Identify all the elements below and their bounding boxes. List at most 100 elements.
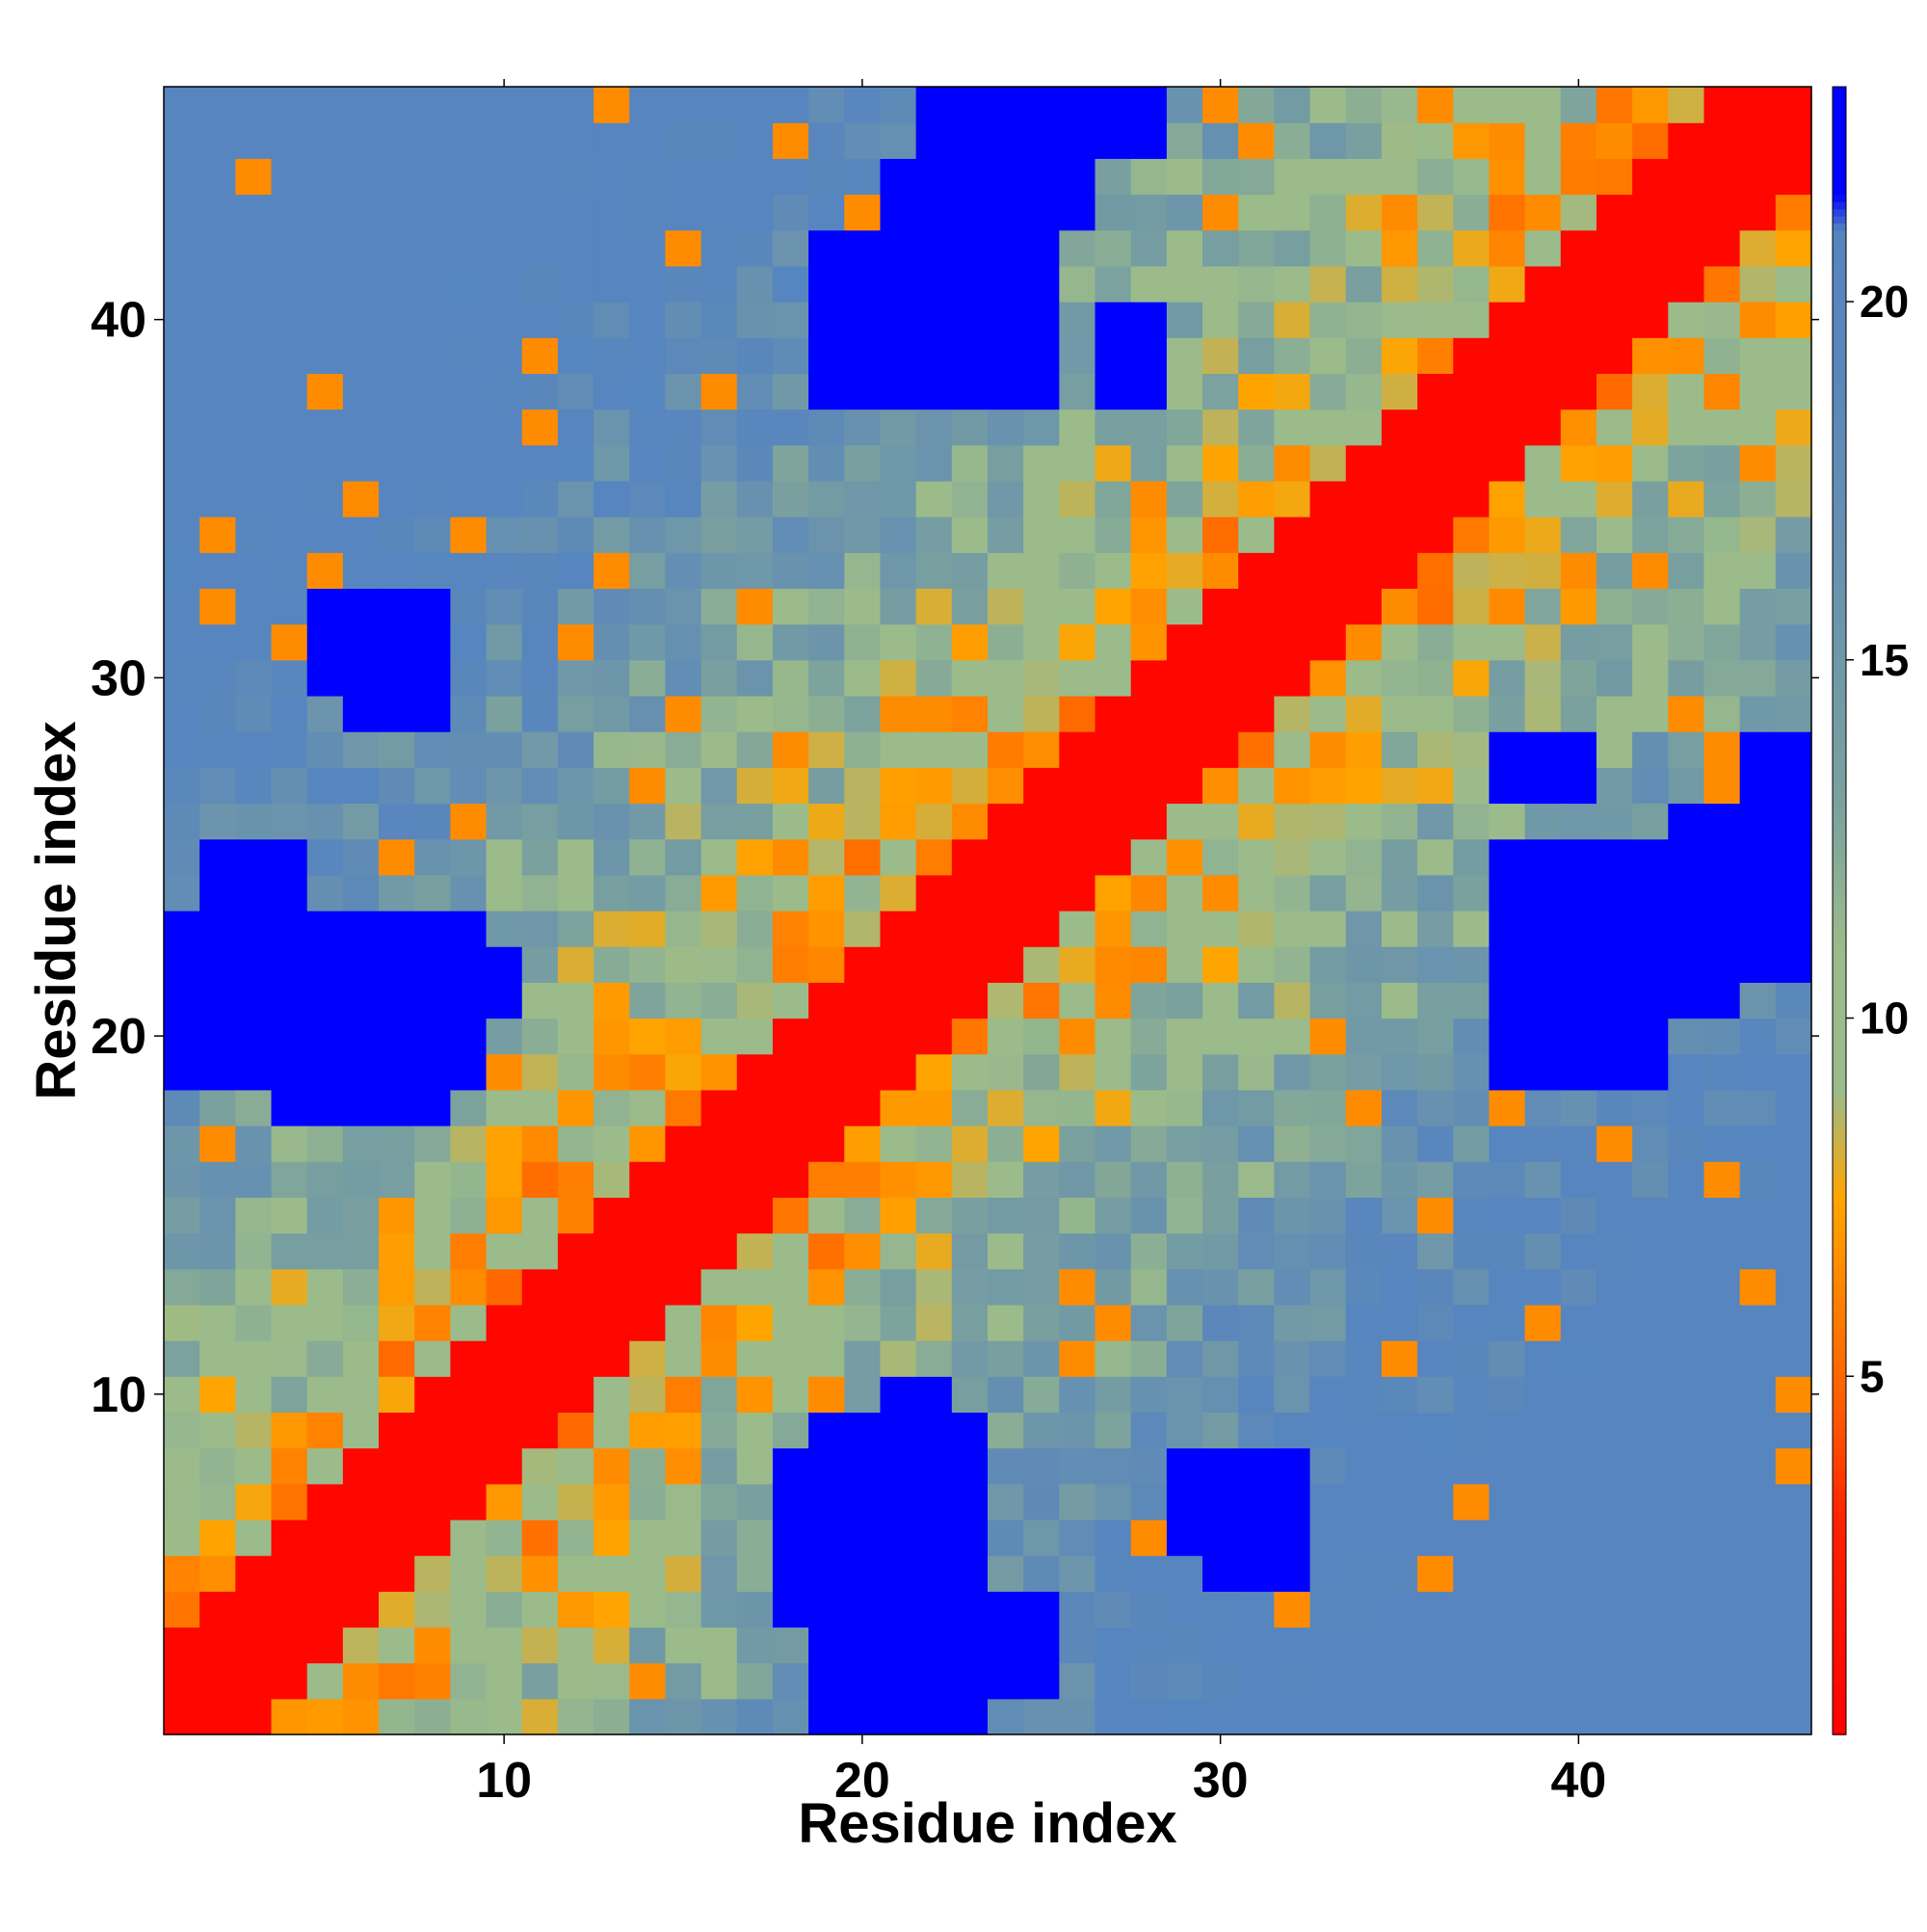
heatmap-cell xyxy=(1238,1555,1275,1592)
heatmap-cell xyxy=(486,122,523,159)
heatmap-cell xyxy=(164,1483,200,1521)
heatmap-cell xyxy=(342,695,380,732)
heatmap-cell xyxy=(1274,552,1311,590)
heatmap-cell xyxy=(772,1304,809,1341)
heatmap-cell xyxy=(1309,1376,1347,1414)
heatmap-cell xyxy=(521,1232,559,1270)
heatmap-cell xyxy=(235,480,273,517)
y-tick-label: 20 xyxy=(91,1009,146,1065)
heatmap-cell xyxy=(988,1197,1024,1234)
heatmap-cell xyxy=(557,302,594,338)
heatmap-cell xyxy=(808,516,845,553)
heatmap-cell xyxy=(342,1340,380,1377)
heatmap-cell xyxy=(1632,695,1669,732)
heatmap-cell xyxy=(1560,623,1597,661)
heatmap-cell xyxy=(1345,588,1383,625)
heatmap-cell xyxy=(486,444,523,482)
heatmap-cell xyxy=(1095,1304,1132,1341)
heatmap-cell xyxy=(450,1018,488,1055)
heatmap-cell xyxy=(1202,552,1239,590)
heatmap-cell xyxy=(629,444,667,482)
heatmap-cell xyxy=(594,1662,630,1700)
heatmap-cell xyxy=(1775,1483,1812,1521)
heatmap-cell xyxy=(1381,158,1418,196)
heatmap-cell xyxy=(164,1519,200,1556)
heatmap-cell xyxy=(1023,1161,1060,1198)
heatmap-cell xyxy=(1524,265,1562,303)
colorbar-segment xyxy=(1833,480,1846,490)
heatmap-cell xyxy=(844,1662,882,1700)
heatmap-cell xyxy=(557,767,594,805)
heatmap-cell xyxy=(880,1519,917,1556)
colorbar-segment xyxy=(1833,1318,1846,1328)
heatmap-cell xyxy=(1596,87,1633,123)
heatmap-cell xyxy=(379,158,415,196)
heatmap-cell xyxy=(342,1376,380,1414)
heatmap-cell xyxy=(486,1125,523,1162)
heatmap-cell xyxy=(379,1698,415,1735)
heatmap-cell xyxy=(486,588,523,625)
heatmap-cell xyxy=(880,516,917,553)
heatmap-cell xyxy=(844,1591,882,1628)
colorbar-segment xyxy=(1833,1441,1846,1449)
heatmap-cell xyxy=(1775,838,1812,876)
heatmap-cell xyxy=(915,1483,953,1521)
heatmap-cell xyxy=(450,1698,488,1735)
heatmap-cell xyxy=(414,1447,451,1485)
heatmap-cell xyxy=(844,1089,882,1126)
heatmap-cell xyxy=(1524,946,1562,983)
heatmap-cell xyxy=(1202,1555,1239,1592)
heatmap-cell xyxy=(1703,1340,1741,1377)
heatmap-cell xyxy=(700,731,738,768)
heatmap-cell xyxy=(379,946,415,983)
heatmap-cell xyxy=(1775,695,1812,732)
heatmap-cell xyxy=(1489,588,1526,625)
heatmap-cell xyxy=(557,1412,594,1449)
heatmap-cell xyxy=(521,659,559,697)
heatmap-cell xyxy=(915,1053,953,1091)
heatmap-cell xyxy=(414,588,451,625)
heatmap-cell xyxy=(772,874,809,912)
heatmap-cell xyxy=(700,803,738,840)
heatmap-cell xyxy=(1023,1232,1060,1270)
heatmap-cell xyxy=(1130,838,1168,876)
colorbar-segment xyxy=(1833,323,1846,331)
heatmap-cell xyxy=(486,1304,523,1341)
heatmap-cell xyxy=(1453,946,1491,983)
heatmap-cell xyxy=(1560,1555,1597,1592)
heatmap-cell xyxy=(235,1125,273,1162)
heatmap-cell xyxy=(1309,552,1347,590)
heatmap-cell xyxy=(1166,480,1203,517)
colorbar-segment xyxy=(1833,416,1846,425)
heatmap-cell xyxy=(1345,1698,1383,1735)
heatmap-cell xyxy=(915,1412,953,1449)
heatmap-cell xyxy=(1345,1268,1383,1306)
heatmap-cell xyxy=(1668,302,1705,338)
heatmap-cell xyxy=(1596,803,1633,840)
heatmap-cell xyxy=(164,1125,200,1162)
heatmap-cell xyxy=(1668,552,1705,590)
heatmap-cell xyxy=(199,695,236,732)
heatmap-cell xyxy=(1668,265,1705,303)
heatmap-cell xyxy=(199,1698,236,1735)
heatmap-cell xyxy=(880,1053,917,1091)
heatmap-cell xyxy=(521,1555,559,1592)
heatmap-cell xyxy=(1166,265,1203,303)
heatmap-cell xyxy=(988,229,1024,267)
heatmap-cell xyxy=(1166,122,1203,159)
heatmap-cell xyxy=(1345,409,1383,446)
colorbar-segment xyxy=(1833,1447,1846,1456)
heatmap-cell xyxy=(772,982,809,1019)
heatmap-cell xyxy=(1668,767,1705,805)
heatmap-cell xyxy=(1023,229,1060,267)
heatmap-cell xyxy=(557,337,594,374)
heatmap-cell xyxy=(1775,911,1812,947)
colorbar-segment xyxy=(1833,1247,1846,1256)
heatmap-cell xyxy=(844,623,882,661)
colorbar-tick-label: 10 xyxy=(1860,993,1909,1044)
heatmap-cell xyxy=(951,731,989,768)
heatmap-cell xyxy=(808,982,845,1019)
heatmap-cell xyxy=(235,1018,273,1055)
colorbar-segment xyxy=(1833,1605,1846,1614)
